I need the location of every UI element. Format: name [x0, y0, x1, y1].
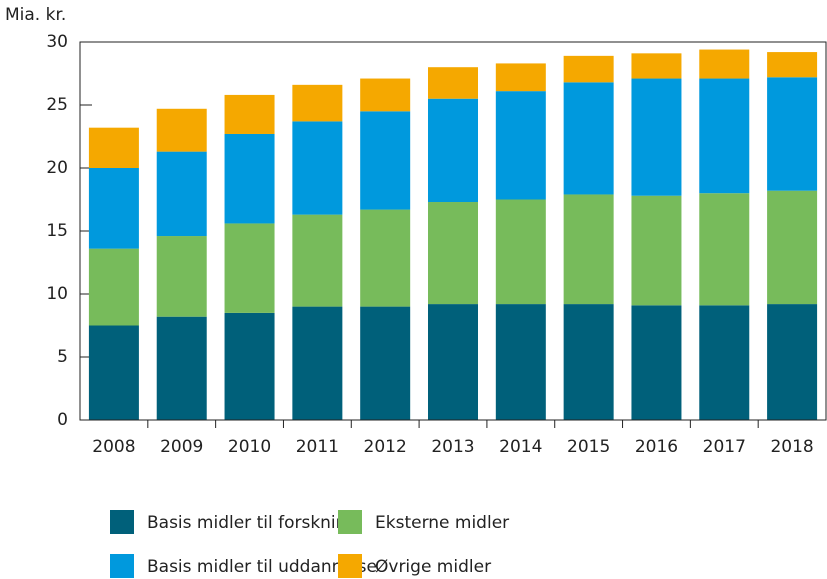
bar-segment [156, 316, 207, 420]
bar-segment [88, 248, 139, 326]
bar-segment [767, 304, 818, 420]
legend-swatch [338, 510, 362, 534]
bar-segment [495, 304, 546, 420]
bar-segment [631, 305, 682, 420]
bar-segment [699, 49, 750, 79]
bar-segment [224, 223, 275, 313]
bar-segment [156, 236, 207, 317]
bar-segment [428, 304, 478, 420]
bar-segment [292, 121, 343, 215]
bar-segment [88, 168, 139, 249]
x-tick-label: 2016 [635, 437, 678, 457]
x-tick-label: 2012 [364, 437, 407, 457]
bar-segment [563, 82, 614, 195]
y-tick-label: 10 [46, 284, 68, 304]
bar-segment [631, 78, 682, 196]
x-tick-label: 2017 [703, 437, 746, 457]
bar-segment [156, 151, 207, 237]
bar-segment [699, 305, 750, 420]
bar-segment [699, 78, 750, 194]
x-tick-label: 2018 [770, 437, 813, 457]
bar-segment [767, 190, 818, 305]
bar-segment [428, 98, 478, 203]
x-tick-label: 2008 [92, 437, 135, 457]
x-tick-label: 2015 [567, 437, 610, 457]
bar-segment [360, 78, 411, 112]
bar-segment [224, 133, 275, 224]
bar-segment [292, 84, 343, 122]
y-tick-label: 15 [46, 221, 68, 241]
bar-segment [360, 209, 411, 307]
x-tick-label: 2010 [228, 437, 271, 457]
bar-segment [292, 214, 343, 307]
bar-segment [428, 67, 478, 99]
bar-segment [224, 312, 275, 420]
bar-segment [631, 53, 682, 79]
bar-segment [224, 94, 275, 134]
bar-segment [156, 108, 207, 152]
x-tick-label: 2011 [296, 437, 339, 457]
bar-segment [563, 304, 614, 420]
bar-segment [292, 306, 343, 420]
legend-label: Basis midler til uddannelse [147, 557, 377, 577]
legend-swatch [338, 554, 362, 578]
bar-segment [563, 194, 614, 305]
plot-frame [79, 41, 827, 421]
bar-segment [88, 325, 139, 420]
x-tick-label: 2009 [160, 437, 203, 457]
y-tick-label: 25 [46, 95, 68, 115]
y-tick-label: 0 [57, 410, 68, 430]
legend-label: Øvrige midler [375, 557, 491, 577]
bar-segment [360, 306, 411, 420]
y-tick-label: 5 [57, 347, 68, 367]
bar-segment [360, 111, 411, 210]
bar-segment [428, 202, 478, 305]
x-tick-label: 2013 [431, 437, 474, 457]
bar-segment [88, 127, 139, 168]
legend-label: Eksterne midler [375, 513, 509, 533]
y-tick-label: 20 [46, 158, 68, 178]
bar-segment [767, 52, 818, 78]
bar-segment [495, 91, 546, 200]
y-axis-label: Mia. kr. [5, 5, 66, 25]
bar-segment [495, 199, 546, 305]
legend-label: Basis midler til forskning [147, 513, 357, 533]
x-tick-label: 2014 [499, 437, 542, 457]
legend-swatch [110, 554, 134, 578]
bar-segment [767, 77, 818, 191]
legend-swatch [110, 510, 134, 534]
bar-segment [563, 55, 614, 83]
bar-segment [495, 63, 546, 92]
bar-segment [699, 193, 750, 306]
bar-segment [631, 195, 682, 306]
y-tick-label: 30 [46, 32, 68, 52]
